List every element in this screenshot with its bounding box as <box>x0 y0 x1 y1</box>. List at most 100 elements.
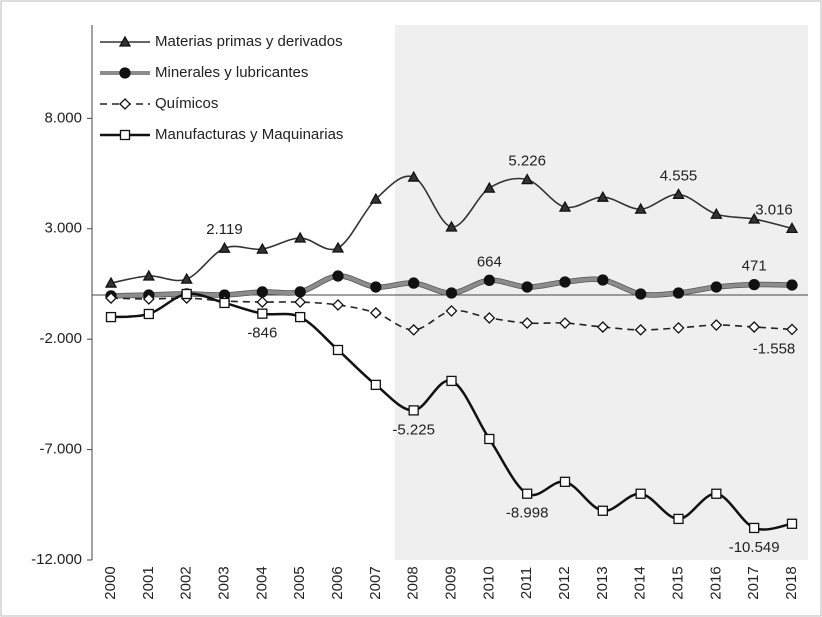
data-point <box>446 375 457 387</box>
x-tick-label: 2015 <box>669 566 686 599</box>
data-point <box>370 379 381 391</box>
x-tick-label: 2018 <box>783 566 800 599</box>
data-label: -846 <box>247 325 277 342</box>
y-tick-label: 8.000 <box>44 109 82 126</box>
data-point <box>672 321 685 334</box>
data-point <box>105 292 117 305</box>
data-point <box>294 286 306 298</box>
legend-marker <box>119 129 131 141</box>
data-point <box>332 344 344 356</box>
data-point <box>256 242 269 254</box>
data-point <box>483 181 496 193</box>
data-point <box>104 276 118 288</box>
legend-label: Minerales y lubricantes <box>155 64 308 81</box>
data-label: -1.558 <box>753 340 796 357</box>
data-point <box>294 231 307 243</box>
data-point <box>634 202 647 214</box>
data-point <box>559 476 571 487</box>
data-point <box>370 281 382 293</box>
data-point <box>445 304 458 317</box>
x-tick-label: 2004 <box>253 566 270 599</box>
data-point <box>786 518 798 529</box>
data-label: -8.998 <box>506 505 549 522</box>
data-point <box>672 287 685 299</box>
data-point <box>521 173 534 185</box>
data-point <box>369 192 382 204</box>
x-tick-label: 2008 <box>405 566 422 599</box>
data-point <box>295 311 306 323</box>
data-point <box>483 274 495 286</box>
y-tick-label: 3.000 <box>44 220 82 237</box>
data-point <box>597 505 608 516</box>
x-tick-label: 2010 <box>480 566 497 599</box>
data-point <box>408 405 419 416</box>
data-point <box>597 274 609 286</box>
legend-label: Manufacturas y Maquinarias <box>155 126 343 143</box>
x-tick-label: 2014 <box>632 566 649 599</box>
data-point <box>484 433 495 445</box>
data-point <box>596 190 609 202</box>
data-point <box>256 296 269 308</box>
data-point <box>786 323 798 336</box>
data-point <box>332 299 344 311</box>
data-point <box>748 212 761 224</box>
legend-label: Químicos <box>155 95 218 112</box>
data-label: 3.016 <box>755 201 793 218</box>
data-point <box>786 279 798 291</box>
legend-label: Materias primas y derivados <box>155 33 343 50</box>
data-point <box>369 306 382 319</box>
x-tick-label: 2012 <box>556 566 573 599</box>
data-point <box>521 317 534 329</box>
data-point <box>522 488 533 499</box>
data-point <box>408 277 420 289</box>
x-tick-label: 2000 <box>102 566 119 599</box>
data-label: 5.226 <box>508 153 546 170</box>
data-point <box>143 308 154 320</box>
data-label: -5.225 <box>392 421 435 438</box>
data-point <box>635 288 647 300</box>
data-point <box>634 323 647 336</box>
data-point <box>219 297 230 309</box>
data-point <box>785 222 799 234</box>
data-point <box>257 308 268 319</box>
x-tick-label: 2005 <box>291 566 308 599</box>
data-label: 664 <box>477 253 502 270</box>
x-tick-label: 2007 <box>367 566 384 599</box>
data-point <box>559 276 571 288</box>
legend-marker <box>119 67 131 79</box>
x-tick-label: 2009 <box>442 566 459 599</box>
data-label: 471 <box>742 258 767 275</box>
data-label: 4.555 <box>660 167 698 184</box>
data-point <box>483 312 496 324</box>
x-tick-label: 2002 <box>178 566 195 599</box>
data-point <box>748 321 761 333</box>
data-label: -10.549 <box>729 539 780 556</box>
data-point <box>142 293 155 305</box>
data-point <box>710 207 723 219</box>
data-point <box>218 241 231 253</box>
data-point <box>558 200 572 212</box>
x-tick-label: 2003 <box>215 566 232 599</box>
x-tick-label: 2017 <box>745 566 762 599</box>
legend-marker <box>119 98 131 110</box>
y-tick-label: -7.000 <box>39 441 82 458</box>
x-tick-label: 2016 <box>707 566 724 599</box>
x-tick-label: 2013 <box>594 566 611 599</box>
data-point <box>294 296 307 308</box>
data-point <box>711 488 722 499</box>
data-point <box>407 323 420 336</box>
data-point <box>673 513 684 525</box>
data-point <box>672 188 685 200</box>
data-point <box>331 241 345 253</box>
x-tick-label: 2001 <box>140 566 157 599</box>
data-point <box>180 272 193 284</box>
data-point <box>105 311 117 323</box>
data-point <box>710 319 723 331</box>
data-point <box>256 286 268 298</box>
data-point <box>142 269 155 281</box>
data-point <box>407 170 420 182</box>
y-tick-label: -12.000 <box>31 551 82 568</box>
x-tick-label: 2011 <box>518 567 535 599</box>
data-point <box>445 220 458 232</box>
